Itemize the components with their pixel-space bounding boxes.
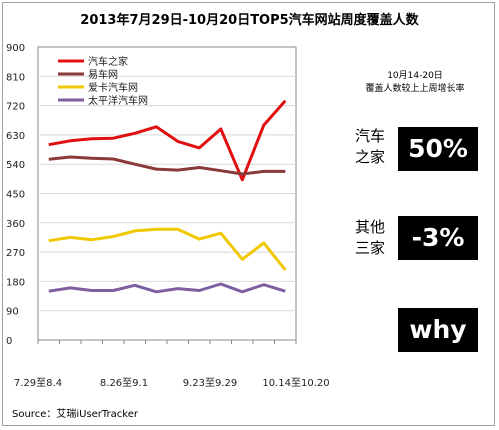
- series-line-0: [48, 99, 287, 182]
- y-tick-label: 90: [6, 307, 19, 318]
- x-tick-label: 8.26至9.1: [100, 377, 148, 389]
- growth-note: 10月14-20日 覆盖人数较上上周增长率: [365, 71, 465, 94]
- grid-lines: [37, 46, 297, 341]
- x-tick-label: 10.14至10.20: [262, 377, 329, 389]
- row1-value-box: 50%: [398, 127, 478, 171]
- y-tick-label: 900: [6, 43, 25, 54]
- series-line-3: [48, 282, 286, 294]
- y-tick-label: 180: [6, 277, 25, 288]
- series-line-1: [48, 155, 286, 176]
- legend-label: 太平洋汽车网: [88, 94, 148, 107]
- legend-label: 汽车之家: [88, 55, 128, 68]
- y-tick-label: 630: [6, 131, 25, 142]
- series-line-2: [48, 227, 287, 271]
- source-note: Source：艾瑞iUserTracker: [12, 409, 138, 420]
- row2-label: 其他 三家: [354, 218, 385, 257]
- y-tick-label: 360: [6, 219, 25, 230]
- row1-label: 汽车 之家: [354, 127, 385, 166]
- y-tick-label: 810: [6, 72, 25, 83]
- legend-label: 爱卡汽车网: [88, 81, 138, 94]
- y-tick-label: 720: [6, 102, 25, 113]
- x-tick-label: 7.29至8.4: [14, 377, 62, 389]
- y-tick-label: 270: [6, 248, 25, 259]
- x-tick-label: 9.23至9.29: [183, 377, 238, 389]
- row3-value-box: why: [398, 308, 478, 352]
- row2-value-box: -3%: [398, 216, 478, 260]
- series-lines: [48, 99, 287, 294]
- y-axis-ticks: 0 90 180 270 360 450 540 630 720 810 900: [6, 43, 25, 347]
- y-tick-label: 540: [6, 160, 25, 171]
- y-tick-label: 0: [6, 336, 12, 347]
- x-axis-ticks: 7.29至8.4 8.26至9.1 9.23至9.29 10.14至10.20: [14, 340, 330, 389]
- chart-title: 2013年7月29日-10月20日TOP5汽车网站周度覆盖人数: [80, 13, 419, 28]
- legend-label: 易车网: [88, 68, 118, 81]
- chart-frame: [2, 2, 495, 426]
- y-tick-label: 450: [6, 190, 25, 201]
